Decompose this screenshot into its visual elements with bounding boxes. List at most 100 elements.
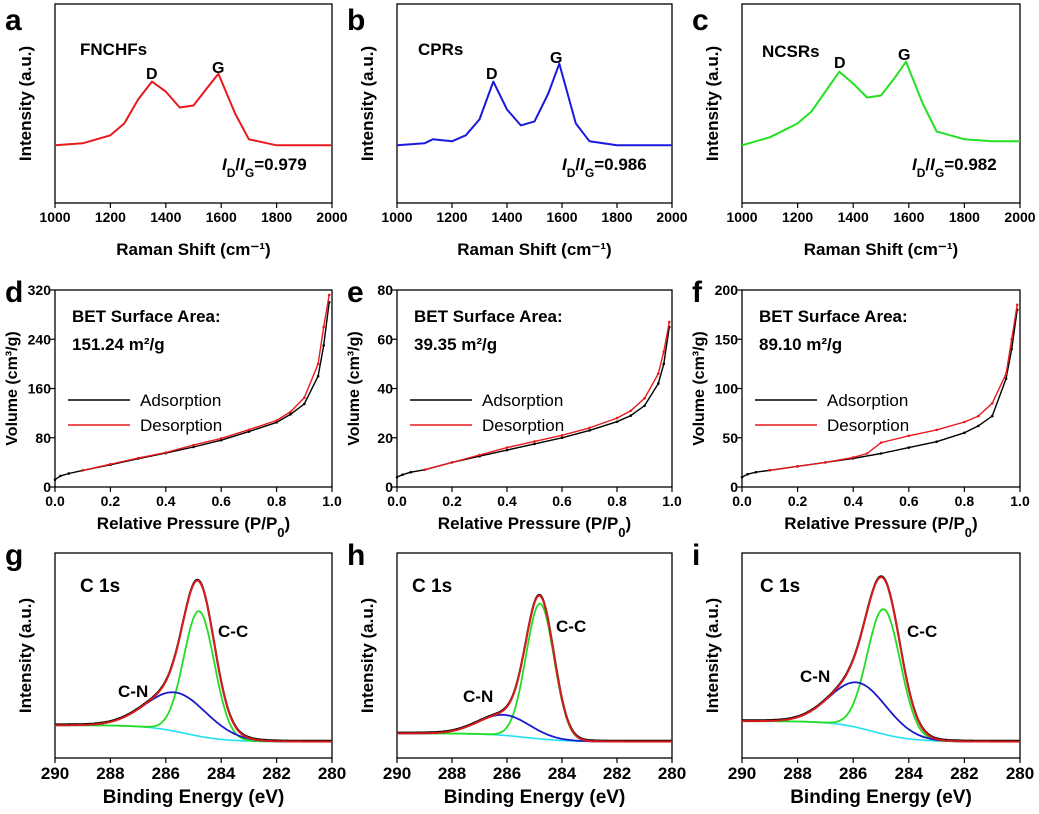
plot-frame	[741, 3, 1021, 204]
background-line	[742, 720, 1020, 743]
ratio-sub-d: D	[227, 166, 236, 180]
y-tick-label: 0	[43, 479, 51, 495]
x-label-text: Relative Pressure (P/P	[97, 514, 277, 533]
x-label-text: Relative Pressure (P/P	[784, 514, 964, 533]
series-cprs-line	[396, 62, 672, 147]
series-fnchfs-line	[54, 72, 332, 147]
component-label-c-n: C-N	[463, 687, 493, 706]
ratio-i: I	[930, 155, 936, 174]
y-axis-label: Intensity (a.u.)	[358, 598, 377, 713]
x-tick-label: 286	[493, 764, 521, 783]
bet-label: BET Surface Area:	[759, 307, 908, 326]
peak-label-D: D	[146, 66, 158, 83]
data-point	[164, 451, 168, 454]
data-point	[656, 372, 660, 376]
x-tick-label: 2000	[656, 209, 687, 225]
bet-label: BET Surface Area:	[72, 307, 221, 326]
id-ig-ratio: ID/IG=0.979	[222, 155, 307, 180]
data-point	[247, 430, 251, 433]
legend-label-adsorption: Adsorption	[827, 391, 908, 410]
data-point	[746, 472, 749, 476]
x-tick-label: 286	[839, 764, 867, 783]
y-axis-label: Intensity (a.u.)	[703, 46, 722, 161]
legend-label-desorption: Desorption	[827, 416, 909, 435]
panel-c: c 1000 1200 1400 1600 1800 2000 Raman Shift (cm…	[692, 3, 1036, 259]
data-point	[588, 429, 591, 432]
data-point	[879, 441, 883, 444]
x-tick-label: 284	[548, 764, 577, 783]
id-ig-ratio: ID/IG=0.982	[912, 155, 997, 180]
x-tick-label: 0.4	[156, 493, 176, 509]
x-tick-label: 0.8	[955, 493, 975, 509]
data-point	[629, 414, 633, 417]
x-tick-label: 0.6	[552, 493, 572, 509]
bet-value: 151.24 m²/g	[72, 335, 165, 354]
ratio-i: I	[222, 155, 228, 174]
data-point	[768, 468, 772, 472]
y-tick-label: 160	[28, 381, 52, 397]
ratio-sub-d: D	[917, 166, 926, 180]
legend-label-adsorption: Adsorption	[140, 391, 221, 410]
panel-letter: f	[692, 276, 703, 309]
data-point	[505, 448, 509, 452]
x-tick-label: 1600	[206, 209, 237, 225]
data-point	[322, 344, 325, 347]
x-tick-label: 0.2	[788, 493, 808, 509]
raw-data-line	[55, 578, 332, 742]
x-tick-label: 1000	[726, 209, 757, 225]
component-c-n-line	[397, 713, 672, 743]
panel-letter: c	[692, 4, 709, 37]
data-point	[136, 456, 140, 460]
x-tick-label: 0.0	[732, 493, 752, 509]
data-point	[754, 470, 758, 474]
x-tick-label: 0.8	[267, 493, 287, 509]
data-point	[109, 462, 112, 466]
x-tick-label: 280	[1006, 764, 1034, 783]
x-tick-label: 282	[950, 764, 978, 783]
data-point	[560, 436, 564, 440]
x-tick-label: 0.8	[607, 493, 627, 509]
data-point	[740, 475, 744, 479]
x-tick-label: 0.2	[442, 493, 462, 509]
data-point	[879, 452, 883, 455]
series-adsorption-line	[54, 302, 330, 481]
ratio-i: I	[562, 155, 568, 174]
plot-frame	[54, 552, 333, 759]
envelope-fit-line	[742, 576, 1020, 743]
data-point	[219, 438, 223, 442]
y-tick-label: 60	[377, 331, 393, 347]
y-axis-label: Intensity (a.u.)	[16, 46, 35, 161]
bet-value: 89.10 m²/g	[759, 335, 842, 354]
core-level-title: C 1s	[80, 576, 120, 597]
y-tick-label: 100	[715, 381, 739, 397]
sample-title: FNCHFs	[80, 40, 147, 59]
panel-b: b 1000 1200 1400 1600 1800 2000 Raman Shift (cm…	[347, 3, 688, 259]
x-tick-label: 290	[728, 764, 756, 783]
y-tick-label: 150	[715, 331, 739, 347]
data-point	[662, 362, 666, 366]
x-label-sub: 0	[277, 525, 284, 540]
panel-letter: i	[692, 539, 700, 572]
data-point	[247, 428, 251, 432]
raw-data-line	[397, 593, 672, 742]
y-tick-label: 240	[28, 331, 52, 347]
data-point	[450, 461, 454, 464]
series-adsorption-line	[396, 326, 670, 478]
x-label-end: )	[972, 514, 978, 533]
data-point	[907, 434, 911, 438]
data-point	[629, 409, 633, 412]
component-label-c-c: C-C	[556, 617, 586, 636]
x-tick-label: 0.4	[843, 493, 863, 509]
core-level-title: C 1s	[760, 576, 800, 597]
x-tick-label: 1.0	[1010, 493, 1030, 509]
ratio-sub-g: G	[245, 166, 254, 180]
x-label-end: )	[626, 514, 632, 533]
data-point	[303, 402, 306, 406]
y-tick-label: 80	[35, 430, 51, 446]
plot-frame	[396, 552, 673, 759]
x-axis-label: Raman Shift (cm⁻¹)	[804, 240, 958, 259]
data-point	[977, 424, 980, 428]
x-tick-label: 1000	[39, 209, 70, 225]
background-line	[55, 724, 332, 743]
x-tick-label: 290	[383, 764, 411, 783]
